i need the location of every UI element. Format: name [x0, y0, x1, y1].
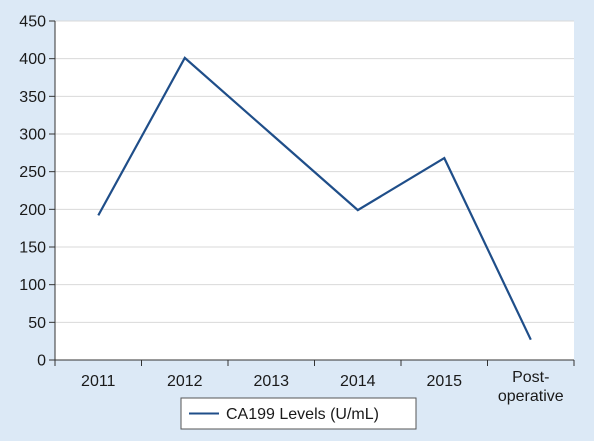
y-tick-label-200: 200 [19, 202, 46, 219]
plot-background [55, 21, 574, 360]
legend: CA199 Levels (U/mL) [181, 398, 416, 429]
x-tick-label-line: 2011 [81, 373, 116, 390]
y-tick-label-350: 350 [19, 89, 46, 106]
x-tick-label-4: 2015 [426, 373, 462, 390]
x-tick-label-line: 2014 [340, 373, 376, 390]
y-tick-label-400: 400 [19, 51, 46, 68]
legend-label: CA199 Levels (U/mL) [226, 406, 379, 423]
x-tick-label-3: 2014 [340, 373, 376, 390]
x-tick-label-line: 2013 [253, 373, 289, 390]
x-tick-label-5: Post-operative [498, 369, 564, 405]
y-tick-label-450: 450 [19, 14, 46, 31]
y-tick-label-250: 250 [19, 164, 46, 181]
y-tick-label-300: 300 [19, 127, 46, 144]
x-tick-label-1: 2012 [167, 373, 203, 390]
y-tick-label-100: 100 [19, 277, 46, 294]
x-tick-label-0: 2011 [81, 373, 116, 390]
y-tick-label-0: 0 [37, 353, 46, 370]
x-tick-label-line: Post- [512, 369, 549, 386]
y-tick-label-150: 150 [19, 240, 46, 257]
x-tick-label-line: operative [498, 388, 564, 405]
y-axis-tick-labels: 0 50 100 150 200 250 300 350 400 450 [19, 14, 46, 370]
y-tick-label-50: 50 [28, 315, 46, 332]
x-tick-label-line: 2015 [426, 373, 462, 390]
x-tick-label-line: 2012 [167, 373, 203, 390]
x-tick-label-2: 2013 [253, 373, 289, 390]
